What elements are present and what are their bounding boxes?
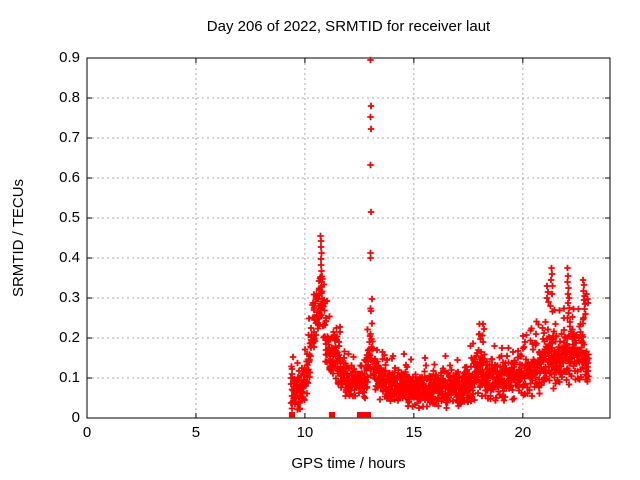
- y-tick-label: 0.3: [59, 289, 80, 306]
- zero-markers: [289, 412, 371, 418]
- y-tick-label: 0.8: [59, 89, 80, 106]
- y-tick-label: 0.9: [59, 49, 80, 66]
- x-tick-label: 20: [514, 424, 532, 441]
- chart-title: Day 206 of 2022, SRMTID for receiver lau…: [206, 18, 491, 35]
- y-tick-label: 0.6: [59, 169, 80, 186]
- x-tick-label: 10: [296, 424, 314, 441]
- y-tick-label: 0.4: [59, 249, 80, 266]
- x-tick-label: 0: [82, 424, 92, 441]
- zero-marker: [365, 412, 371, 418]
- x-axis-label: GPS time / hours: [291, 455, 406, 472]
- y-axis-label: SRMTID / TECUs: [10, 178, 27, 298]
- y-tick-label: 0.2: [59, 329, 80, 346]
- tick-marks: [86, 57, 610, 419]
- zero-marker: [289, 412, 295, 418]
- plot-border: [86, 57, 611, 419]
- y-tick-label: 0: [71, 409, 80, 426]
- scatter-points: [287, 56, 592, 413]
- x-tick-label: 5: [191, 424, 201, 441]
- x-tick-label: 15: [405, 424, 423, 441]
- y-tick-label: 0.1: [59, 369, 80, 386]
- y-tick-label: 0.5: [59, 209, 80, 226]
- y-tick-label: 0.7: [59, 129, 80, 146]
- zero-marker: [329, 412, 335, 418]
